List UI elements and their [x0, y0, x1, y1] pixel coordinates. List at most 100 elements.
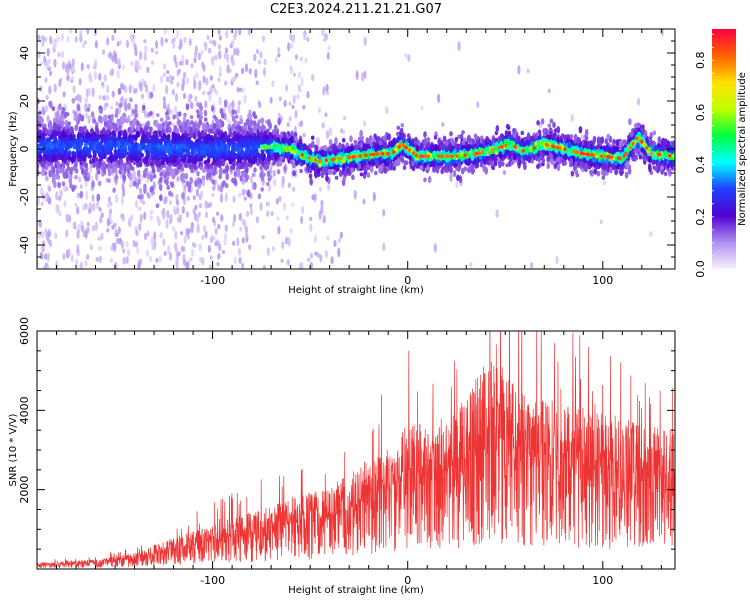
spectrogram-cell: [248, 112, 252, 121]
spectrogram-cell: [277, 112, 281, 118]
spectrogram-cell: [232, 240, 236, 246]
spectrogram-cell: [115, 108, 119, 115]
spectrogram-cell: [65, 213, 69, 223]
spectrogram-cell: [124, 135, 128, 140]
spectrogram-cell: [256, 49, 260, 55]
spectrogram-cell: [76, 104, 81, 112]
spectrogram-cell: [166, 185, 170, 190]
spectrogram-cell: [146, 171, 150, 180]
spectrogram-cell: [328, 126, 332, 137]
spectrogram-cell: [177, 251, 181, 257]
spectrogram-cell: [225, 143, 230, 151]
spectrogram-cell: [628, 118, 632, 126]
spectrogram-cell: [44, 77, 48, 83]
spectrogram-cell: [258, 102, 262, 108]
spectrogram-cell: [174, 209, 178, 215]
spectrogram-cell: [189, 257, 193, 262]
spectrogram-cell: [176, 81, 180, 88]
spectrogram-cell: [165, 126, 169, 134]
spectrogram-cell: [187, 181, 192, 190]
spectrogram-cell: [357, 136, 362, 142]
spectrogram-cell: [87, 87, 91, 96]
spectrogram-cell: [171, 89, 175, 96]
spectrogram-cell: [145, 83, 149, 94]
spectrogram-cell: [470, 165, 475, 172]
spectrogram-cell: [109, 105, 114, 110]
spectrogram-cell: [92, 202, 96, 212]
spectrogram-cell: [149, 186, 154, 193]
spectrogram-cell: [132, 134, 136, 141]
spectrogram-cell: [192, 208, 196, 215]
spectrogram-cell: [45, 94, 49, 101]
spectrogram-cell: [204, 211, 208, 219]
spectrogram-cell: [145, 249, 150, 257]
spectrogram-cell: [40, 186, 44, 197]
spectrogram-cell: [330, 256, 334, 265]
spectrogram-cell: [47, 157, 52, 163]
spectrogram-cell: [343, 115, 347, 121]
spectrogram-cell: [43, 253, 48, 260]
spectrogram-cell: [178, 44, 182, 51]
spectrogram-cell: [78, 176, 82, 183]
spectrogram-cell: [300, 77, 304, 87]
spectrogram-cell: [142, 104, 146, 111]
spectrogram-cell: [239, 226, 243, 232]
spectrogram-cell: [94, 40, 98, 49]
spectrogram-cell: [192, 194, 196, 201]
spectrogram-cell: [94, 156, 99, 162]
spectrogram-cell: [206, 202, 210, 208]
spectrogram-cell: [103, 74, 107, 82]
spectrogram-cell: [45, 150, 50, 155]
spectrogram-cell: [135, 120, 140, 127]
spectrogram-cell: [491, 165, 496, 171]
spectrogram-cell: [660, 165, 664, 171]
spectrogram-cell: [376, 135, 381, 143]
spectrogram-cell: [341, 129, 345, 135]
spectrogram-cell: [208, 264, 212, 269]
spectrogram-cell: [282, 202, 287, 211]
spectrogram-cell: [359, 129, 363, 138]
spectrogram-cell: [292, 94, 296, 105]
spectrogram-cell: [58, 79, 62, 88]
spectrogram-cell: [80, 114, 85, 122]
spectrogram-cell: [549, 118, 554, 124]
spectrogram-cell: [155, 40, 159, 49]
spectrogram-cell: [197, 52, 202, 61]
spectrogram-cell: [85, 112, 89, 119]
spectrogram-cell: [136, 247, 140, 255]
spectrogram-cell: [55, 110, 60, 119]
spectrogram-cell: [161, 158, 165, 166]
spectrogram-cell: [593, 168, 597, 175]
spectrogram-cell: [76, 192, 80, 199]
spectrogram-cell: [181, 83, 185, 92]
spectrogram-cell: [216, 261, 220, 267]
spectrogram-cell: [457, 134, 461, 139]
spectrogram-cell: [300, 261, 304, 269]
spectrogram-cell: [90, 111, 95, 118]
spectrogram-cell: [127, 248, 131, 257]
spectrogram-cell: [237, 100, 241, 106]
spectrogram-cell: [278, 96, 282, 102]
spectrogram-cell: [570, 170, 575, 177]
spectrogram-cell: [287, 236, 291, 247]
spectrogram-cell: [231, 140, 236, 146]
spectrogram-cell: [547, 88, 551, 94]
spectrogram-cell: [134, 108, 138, 115]
spectrogram-cell: [220, 214, 224, 222]
spectrogram-cell: [334, 137, 338, 146]
spectrogram-cell: [151, 244, 155, 251]
spectrogram-cell: [190, 221, 194, 228]
spectrogram-cell: [291, 104, 295, 110]
spectrogram-cell: [174, 230, 178, 240]
spectrogram-cell: [227, 102, 231, 112]
spectrogram-cell: [198, 203, 202, 209]
spectrogram-cell: [185, 261, 189, 269]
spectrogram-cell: [310, 135, 315, 141]
spectrogram-cell: [372, 192, 376, 202]
spectrogram-cell: [169, 109, 173, 115]
spectrogram-cell: [190, 102, 194, 110]
spectrogram-cell: [58, 155, 62, 161]
spectrogram-cell: [277, 47, 281, 53]
spectrogram-cell: [117, 87, 122, 95]
spectrogram-cell: [261, 35, 266, 43]
